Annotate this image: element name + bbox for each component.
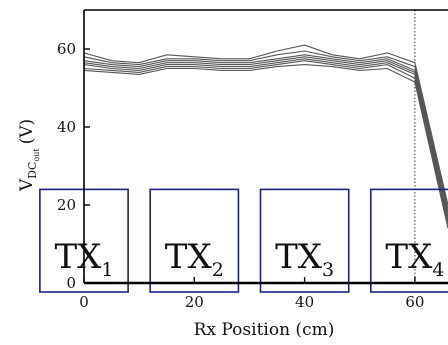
tx-box-layer: TX1 TX2 TX3 TX4 [39, 188, 448, 293]
y-tick-label: 60 [57, 40, 76, 58]
series-line-6 [83, 60, 448, 225]
tx-label-main: TX [55, 237, 103, 277]
x-axis-title: Rx Position (cm) [194, 320, 335, 340]
y-tick-label: 40 [57, 118, 76, 136]
tx-box-4 [369, 188, 448, 293]
x-tick-label: 0 [79, 293, 89, 311]
tx-label-main: TX [385, 237, 433, 277]
y-axis-title-sub: DC [26, 162, 39, 179]
y-tick-label: 20 [57, 196, 76, 214]
tx-label-sub: 1 [101, 259, 113, 281]
y-axis-title-unit: (V) [17, 119, 37, 145]
series-line-7 [83, 64, 448, 229]
tx-label-1: TX1 [55, 237, 114, 281]
x-tick-label: 20 [185, 293, 204, 311]
tx-label-sub: 2 [212, 259, 224, 281]
y-axis-title-subsub: out [32, 148, 41, 162]
tx-label-sub: 3 [322, 259, 334, 281]
tx-label-main: TX [275, 237, 323, 277]
series-line-1 [83, 44, 448, 206]
x-tick-label: 40 [295, 293, 314, 311]
tx-label-sub: 4 [432, 259, 444, 281]
series-line-3 [83, 54, 448, 213]
x-tick-label: 60 [405, 293, 424, 311]
tx-label-4: TX4 [385, 237, 444, 281]
y-tick-label: 0 [66, 274, 76, 292]
tx-label-main: TX [165, 237, 213, 277]
tx-label-2: TX2 [165, 237, 224, 281]
series-line-5 [83, 58, 448, 221]
plot-layer [83, 10, 448, 283]
series-line-2 [83, 50, 448, 210]
series-line-4 [83, 56, 448, 217]
tx-box-2 [149, 188, 240, 293]
tx-box-3 [259, 188, 350, 293]
tx-label-3: TX3 [275, 237, 334, 281]
y-axis-title-main: V [17, 178, 37, 192]
axis-layer: 0 20 40 60 0 20 40 60 [57, 9, 448, 311]
y-axis-title: VDCout (V) [17, 119, 41, 192]
